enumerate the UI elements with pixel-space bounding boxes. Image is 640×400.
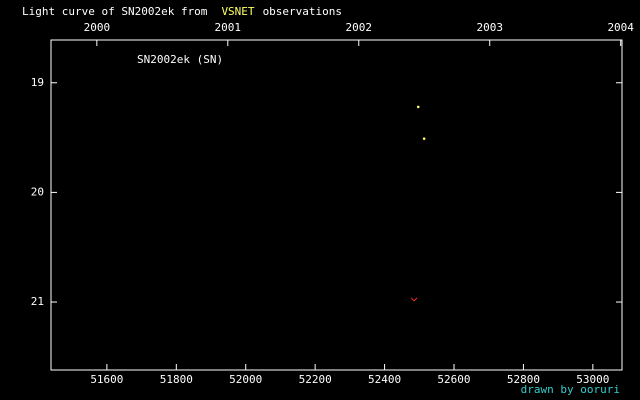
y-tick-label: 21 bbox=[31, 295, 44, 308]
x-tick-label: 52600 bbox=[437, 373, 470, 386]
x-tick-label: 52200 bbox=[299, 373, 332, 386]
x-tick-label: 51600 bbox=[90, 373, 123, 386]
x-tick-label: 53000 bbox=[576, 373, 609, 386]
title-highlight: VSNET bbox=[221, 5, 254, 18]
plot-frame bbox=[50, 39, 623, 371]
x-tick-label: 52000 bbox=[229, 373, 262, 386]
x2-tick-label: 2002 bbox=[346, 21, 373, 34]
credit: drawn by ooruri bbox=[521, 383, 620, 396]
x2-tick-label: 2003 bbox=[476, 21, 503, 34]
object-label: SN2002ek (SN) bbox=[137, 53, 223, 66]
x2-tick-label: 2004 bbox=[607, 21, 634, 34]
y-tick-label: 20 bbox=[31, 185, 44, 198]
x2-tick-label: 2001 bbox=[215, 21, 242, 34]
title-text: Light curve of SN2002ek from bbox=[22, 5, 208, 18]
chart-title: Light curve of SN2002ek from VSNET observa… bbox=[22, 5, 342, 18]
x-tick-label: 51800 bbox=[160, 373, 193, 386]
x2-tick-label: 2000 bbox=[84, 21, 111, 34]
y-tick-label: 19 bbox=[31, 76, 44, 89]
x-tick-label: 52800 bbox=[507, 373, 540, 386]
title-suffix: observations bbox=[263, 5, 342, 18]
data-point bbox=[422, 137, 426, 140]
data-point bbox=[416, 105, 420, 109]
x-tick-label: 52400 bbox=[368, 373, 401, 386]
upper-limit-point bbox=[410, 297, 418, 302]
